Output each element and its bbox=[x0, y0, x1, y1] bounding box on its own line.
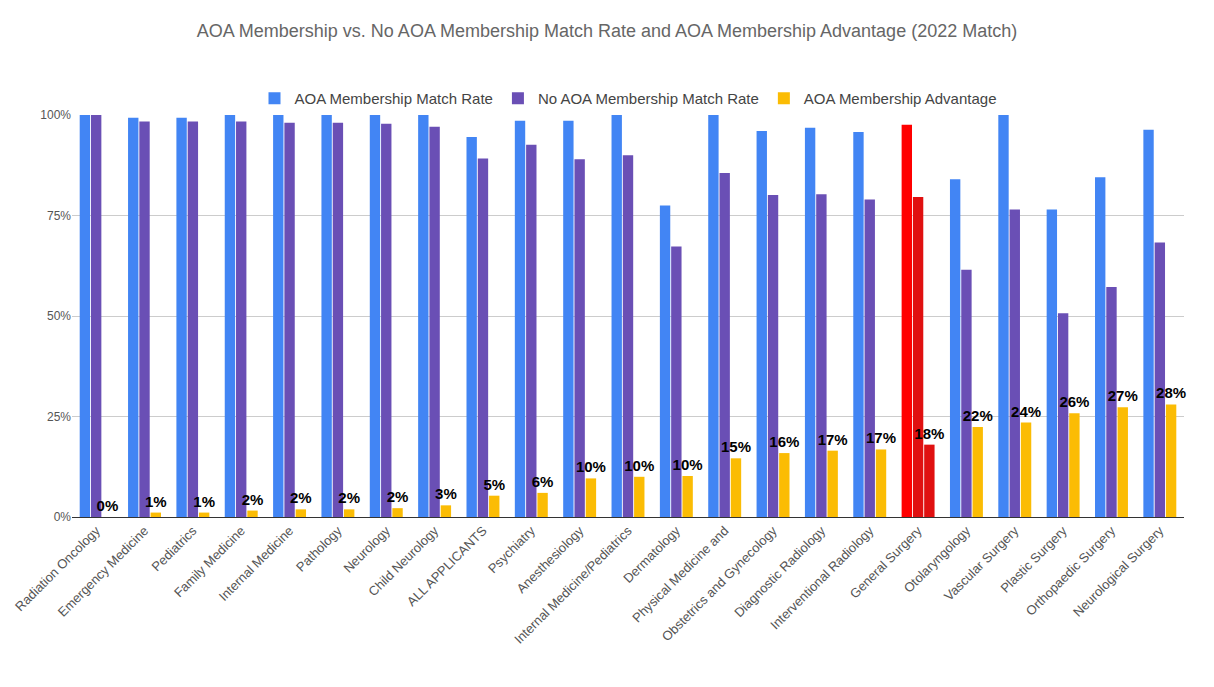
svg-text:Obstetrics and Gynecology: Obstetrics and Gynecology bbox=[659, 523, 780, 644]
svg-text:AOA Membership Match Rate: AOA Membership Match Rate bbox=[295, 90, 493, 107]
svg-text:50%: 50% bbox=[47, 309, 71, 323]
svg-text:Interventional Radiology: Interventional Radiology bbox=[767, 523, 877, 633]
svg-text:Internal Medicine/Pediatrics: Internal Medicine/Pediatrics bbox=[511, 523, 635, 647]
svg-text:Emergency Medicine: Emergency Medicine bbox=[55, 523, 151, 619]
svg-text:2%: 2% bbox=[242, 491, 264, 508]
svg-text:15%: 15% bbox=[721, 438, 751, 455]
svg-text:Plastic Surgery: Plastic Surgery bbox=[997, 523, 1070, 596]
svg-text:Pediatrics: Pediatrics bbox=[149, 523, 200, 574]
svg-text:10%: 10% bbox=[576, 458, 606, 475]
svg-text:Otolaryngology: Otolaryngology bbox=[901, 523, 974, 596]
svg-text:75%: 75% bbox=[47, 209, 71, 223]
svg-text:26%: 26% bbox=[1059, 393, 1089, 410]
svg-text:1%: 1% bbox=[145, 493, 167, 510]
svg-text:17%: 17% bbox=[818, 431, 848, 448]
svg-text:25%: 25% bbox=[47, 410, 71, 424]
svg-text:24%: 24% bbox=[1011, 403, 1041, 420]
svg-text:6%: 6% bbox=[532, 473, 554, 490]
svg-text:28%: 28% bbox=[1156, 384, 1186, 401]
svg-text:Psychiatry: Psychiatry bbox=[485, 523, 538, 576]
svg-text:10%: 10% bbox=[673, 456, 703, 473]
svg-text:Radiation Oncology: Radiation Oncology bbox=[12, 523, 103, 614]
svg-text:0%: 0% bbox=[54, 510, 72, 524]
svg-text:18%: 18% bbox=[914, 425, 944, 442]
svg-text:ALL APPLICANTS: ALL APPLICANTS bbox=[404, 523, 490, 609]
svg-text:10%: 10% bbox=[624, 457, 654, 474]
svg-text:2%: 2% bbox=[387, 488, 409, 505]
svg-text:AOA Membership Advantage: AOA Membership Advantage bbox=[804, 90, 997, 107]
svg-text:Vascular Surgery: Vascular Surgery bbox=[941, 523, 1022, 604]
svg-text:Internal Medicine: Internal Medicine bbox=[216, 523, 297, 604]
svg-text:22%: 22% bbox=[963, 407, 993, 424]
svg-text:27%: 27% bbox=[1108, 387, 1138, 404]
svg-text:Dermatology: Dermatology bbox=[620, 523, 683, 586]
svg-text:5%: 5% bbox=[483, 476, 505, 493]
svg-text:Pathology: Pathology bbox=[293, 523, 345, 575]
svg-text:Neurological Surgery: Neurological Surgery bbox=[1070, 523, 1167, 620]
svg-text:Anesthesiology: Anesthesiology bbox=[513, 523, 586, 596]
svg-text:Family Medicine: Family Medicine bbox=[171, 523, 248, 600]
svg-text:0%: 0% bbox=[97, 497, 119, 514]
svg-text:Child Neurology: Child Neurology bbox=[365, 523, 441, 599]
svg-text:2%: 2% bbox=[338, 489, 360, 506]
svg-text:Orthopaedic Surgery: Orthopaedic Surgery bbox=[1023, 523, 1119, 619]
svg-text:100%: 100% bbox=[40, 108, 71, 122]
svg-text:Neurology: Neurology bbox=[340, 523, 393, 576]
svg-text:2%: 2% bbox=[290, 489, 312, 506]
svg-text:3%: 3% bbox=[435, 485, 457, 502]
svg-text:17%: 17% bbox=[866, 429, 896, 446]
svg-text:No AOA Membership Match Rate: No AOA Membership Match Rate bbox=[538, 90, 759, 107]
svg-text:1%: 1% bbox=[193, 493, 215, 510]
svg-text:General Surgery: General Surgery bbox=[847, 523, 925, 601]
svg-text:Diagnostic Radiology: Diagnostic Radiology bbox=[731, 523, 828, 620]
svg-text:16%: 16% bbox=[769, 433, 799, 450]
svg-text:AOA Membership vs. No AOA Memb: AOA Membership vs. No AOA Membership Mat… bbox=[197, 21, 1017, 41]
svg-text:Physical Medicine and: Physical Medicine and bbox=[629, 523, 731, 625]
